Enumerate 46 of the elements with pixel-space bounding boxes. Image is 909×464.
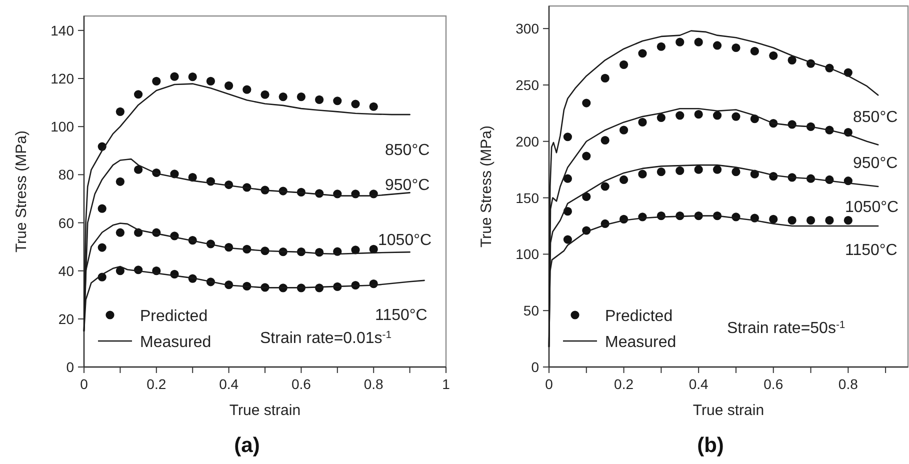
legend-label: Measured (140, 334, 212, 351)
y-tick-label: 300 (516, 20, 540, 37)
x-tick-label: 1 (442, 376, 450, 392)
y-tick-label: 150 (516, 190, 540, 206)
x-tick-label: 0.8 (364, 376, 384, 392)
annotation: 850°C (385, 142, 430, 159)
annotation: Strain rate=0.01s$^{-1}$ (260, 330, 392, 347)
text: (b) (697, 434, 724, 457)
x-tick-label: 0 (545, 376, 554, 392)
x-tick-label: 0.4 (688, 376, 709, 392)
x-tick-label: 0.4 (219, 376, 239, 392)
x-axis-title: True strain (229, 402, 301, 419)
annotation: 1150°C (375, 307, 428, 324)
y-tick-label: 200 (516, 133, 540, 150)
annotation: Strain rate=50s$^{-1}$ (727, 320, 846, 337)
y-tick-label: 80 (58, 166, 74, 183)
y-axis-title: True Stress (MPa) (13, 130, 30, 252)
annotation: 950°C (385, 177, 430, 194)
legend-label: Measured (605, 334, 676, 351)
annotation: 1050°C (845, 199, 899, 216)
annotation: 1050°C (378, 232, 432, 249)
legend-label: Predicted (605, 308, 673, 325)
text: (a) (234, 434, 260, 457)
x-tick-label: 0.2 (614, 376, 634, 392)
y-tick-label: 100 (50, 118, 74, 135)
y-tick-label: 120 (50, 70, 74, 87)
x-tick-label: 0.8 (838, 376, 858, 392)
x-tick-label: 0.6 (291, 376, 312, 392)
x-tick-label: 0 (80, 376, 88, 392)
y-tick-label: 50 (523, 302, 540, 319)
y-tick-label: 20 (58, 310, 74, 327)
y-tick-label: 140 (50, 22, 74, 38)
y-tick-label: 250 (516, 76, 540, 93)
y-tick-label: 0 (531, 359, 540, 375)
annotation: 850°C (853, 109, 898, 126)
legend-label: Predicted (140, 308, 208, 325)
y-axis-title: True Stress (MPa) (478, 126, 495, 248)
y-tick-label: 40 (58, 262, 74, 279)
y-tick-label: 0 (66, 359, 74, 375)
annotation: 950°C (853, 155, 898, 172)
x-tick-label: 0.6 (764, 376, 784, 392)
y-tick-label: 100 (516, 246, 540, 262)
x-axis-title: True strain (692, 402, 764, 419)
y-tick-label: 60 (58, 214, 74, 231)
x-tick-label: 0.2 (146, 376, 166, 392)
annotation: 1150°C (845, 242, 898, 259)
